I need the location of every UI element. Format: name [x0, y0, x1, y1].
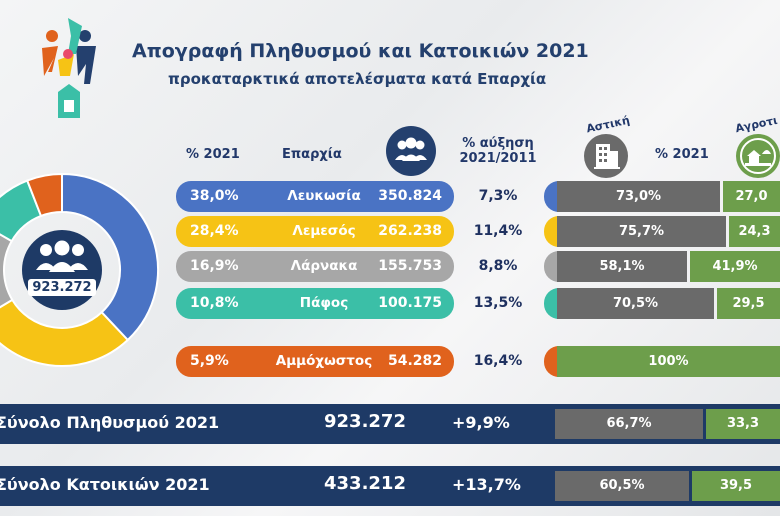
- census-logo: [42, 18, 96, 118]
- urban-share-bar: 75,7%: [557, 216, 726, 247]
- page-title: Απογραφή Πληθυσμού και Κατοικιών 2021: [132, 40, 589, 62]
- district-row: 10,8% Πάφος 100.175: [176, 288, 454, 319]
- district-row: 28,4% Λεμεσός 262.238: [176, 216, 454, 247]
- donut-slice-3: [0, 233, 14, 309]
- district-population: 155.753: [378, 258, 442, 274]
- total-label: Σύνολο Πληθυσμού 2021: [0, 413, 220, 432]
- district-pct: 28,4%: [190, 223, 239, 239]
- donut-center: 923.272: [22, 230, 102, 310]
- district-name: Λάρνακα: [290, 258, 358, 274]
- total-rural-bar: 39,5: [692, 471, 780, 501]
- donut-slice-5: [25, 172, 63, 218]
- header-urban: Αστική: [585, 113, 631, 136]
- page-subtitle: προκαταρκτικά αποτελέσματα κατά Επαρχία: [168, 70, 547, 88]
- population-donut-chart: [0, 172, 159, 367]
- urban-share-bar: 73,0%: [557, 181, 720, 212]
- total-growth: +13,7%: [452, 475, 521, 494]
- district-row: 5,9% Αμμόχωστος 54.282: [176, 346, 454, 377]
- donut-slice-1: [61, 172, 159, 342]
- district-population: 350.824: [378, 188, 442, 204]
- district-growth: 8,8%: [478, 258, 518, 274]
- district-growth: 11,4%: [473, 223, 523, 239]
- rural-share-bar: 41,9%: [690, 251, 780, 282]
- district-row: 16,9% Λάρνακα 155.753: [176, 251, 454, 282]
- urban-building-icon: [584, 134, 628, 178]
- donut-slice-2: [0, 298, 130, 367]
- header-rural: Αγροτι: [734, 113, 779, 136]
- total-value: 923.272: [324, 411, 406, 432]
- population-icon: [386, 126, 436, 176]
- rural-share-bar: 29,5: [717, 288, 780, 319]
- urban-share-bar: 58,1%: [557, 251, 687, 282]
- rural-share-bar: 24,3: [729, 216, 780, 247]
- district-pct: 16,9%: [190, 258, 239, 274]
- total-urban-bar: 66,7%: [555, 409, 703, 439]
- total-value: 433.212: [324, 473, 406, 494]
- district-name: Λεμεσός: [292, 223, 356, 239]
- rural-share-bar: 100%: [557, 346, 780, 377]
- district-name: Λευκωσία: [287, 188, 361, 204]
- district-growth: 13,5%: [473, 295, 523, 311]
- donut-center-value: 923.272: [28, 279, 96, 296]
- district-row: 38,0% Λευκωσία 350.824: [176, 181, 454, 212]
- district-population: 100.175: [378, 295, 442, 311]
- district-pct: 38,0%: [190, 188, 239, 204]
- header-pct: % 2021: [186, 147, 240, 162]
- total-rural-bar: 33,3: [706, 409, 780, 439]
- district-name: Πάφος: [299, 295, 349, 311]
- rural-farm-icon: [736, 134, 780, 178]
- total-label: Σύνολο Κατοικιών 2021: [0, 475, 210, 494]
- people-icon: [36, 240, 88, 272]
- header-urban-pct: % 2021: [655, 147, 709, 162]
- district-growth: 16,4%: [473, 353, 523, 369]
- district-growth: 7,3%: [478, 188, 518, 204]
- district-pct: 5,9%: [190, 353, 229, 369]
- total-growth: +9,9%: [452, 413, 510, 432]
- total-urban-bar: 60,5%: [555, 471, 689, 501]
- rural-share-bar: 27,0: [723, 181, 780, 212]
- header-district: Επαρχία: [282, 147, 342, 162]
- district-population: 262.238: [378, 223, 442, 239]
- district-population: 54.282: [387, 353, 442, 369]
- district-pct: 10,8%: [190, 295, 239, 311]
- district-name: Αμμόχωστος: [275, 353, 373, 369]
- header-growth: % αύξηση 2021/2011: [459, 136, 537, 166]
- urban-share-bar: 70,5%: [557, 288, 714, 319]
